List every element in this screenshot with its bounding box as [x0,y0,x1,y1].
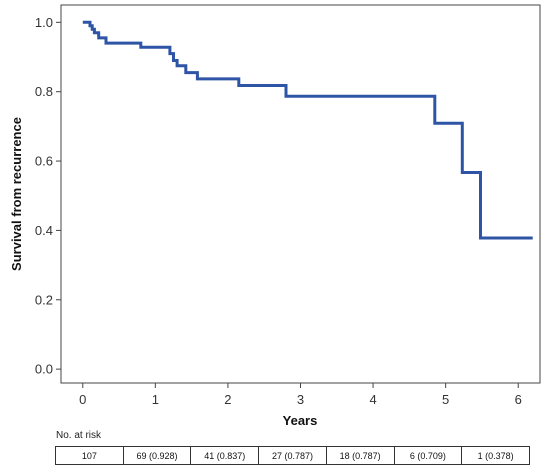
risk-cell: 107 [55,446,124,465]
x-axis: 0 1 2 3 4 5 6 [79,383,522,407]
x-tick-label: 5 [442,392,449,407]
y-axis-title: Survival from recurrence [9,117,24,271]
risk-cell: 6 (0.709) [393,446,463,465]
x-tick-label: 4 [369,392,376,407]
x-tick-label: 6 [515,392,522,407]
risk-cell: 1 (0.378) [461,446,530,465]
risk-table: 107 69 (0.928) 41 (0.837) 27 (0.787) 18 … [55,446,530,465]
y-tick-label: 0.2 [35,292,53,307]
y-axis: 0.0 0.2 0.4 0.6 0.8 1.0 [35,15,61,377]
risk-table-title: No. at risk [56,430,102,441]
risk-cell: 69 (0.928) [122,446,192,465]
plot-frame [60,4,541,384]
x-tick-label: 0 [79,392,86,407]
risk-table-row: 107 69 (0.928) 41 (0.837) 27 (0.787) 18 … [55,446,530,465]
y-tick-label: 0.4 [35,223,53,238]
y-tick-label: 1.0 [35,15,53,30]
risk-cell: 27 (0.787) [258,446,327,465]
x-tick-label: 2 [224,392,231,407]
risk-cell: 41 (0.837) [190,446,260,465]
y-tick-label: 0.8 [35,84,53,99]
y-tick-label: 0.6 [35,154,53,169]
series-layer [82,20,533,240]
survival-curve [82,20,533,240]
km-survival-chart: 0 1 2 3 4 5 6 0.0 0.2 0.4 0.6 0.8 1.0 Years Surviva… [9,4,541,428]
x-tick-label: 3 [297,392,304,407]
y-tick-label: 0.0 [35,362,53,377]
x-axis-title: Years [283,413,318,428]
risk-cell: 18 (0.787) [325,446,395,465]
x-tick-label: 1 [152,392,159,407]
